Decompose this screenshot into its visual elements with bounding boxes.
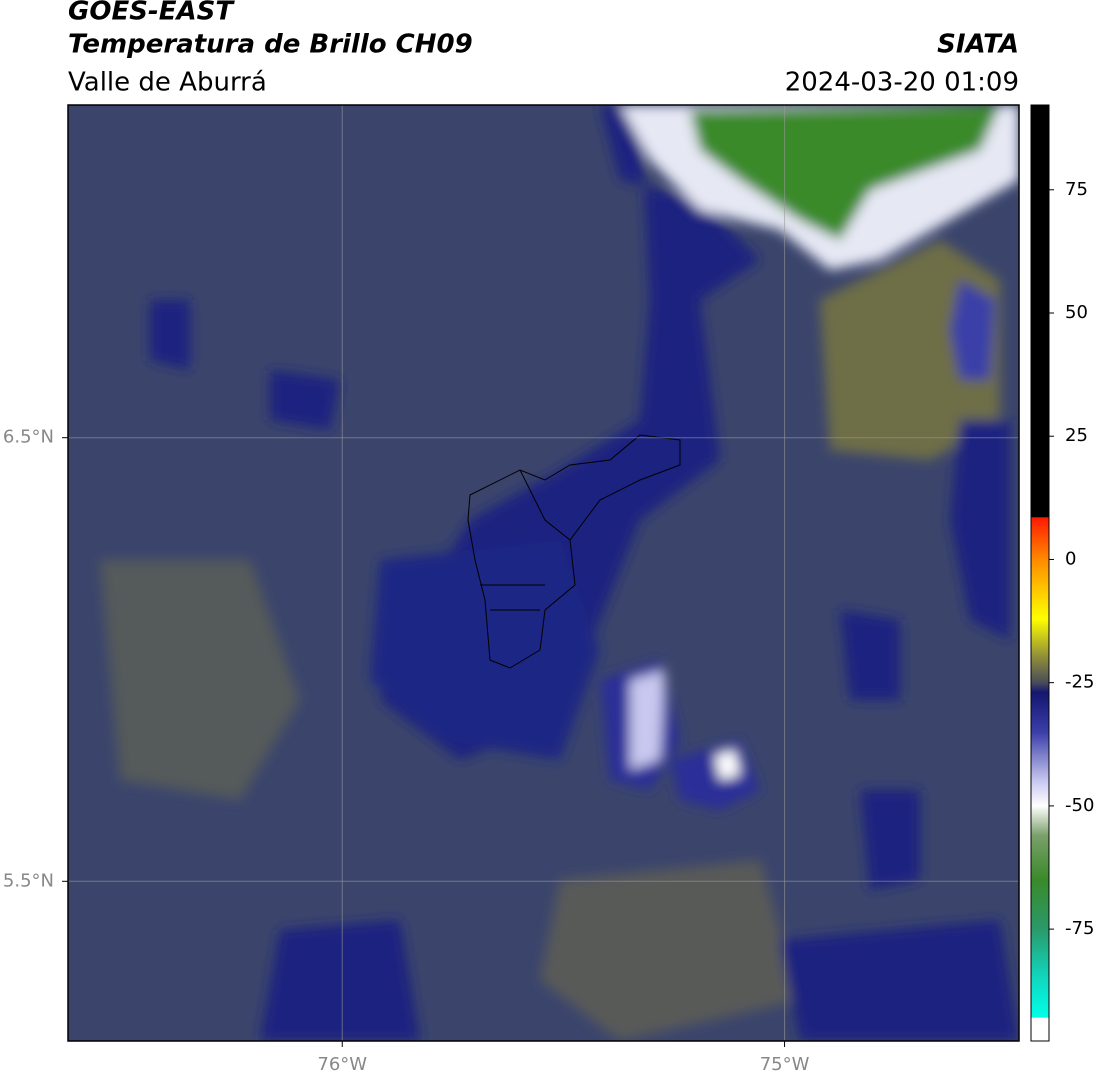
x-tick-label: 75°W xyxy=(760,1054,810,1075)
colorbar-tick-label: -75 xyxy=(1065,918,1094,939)
colorbar xyxy=(1030,104,1050,1042)
datetime: 2024-03-20 01:09 xyxy=(785,68,1019,98)
source: SIATA xyxy=(937,30,1019,60)
municipal-boundaries xyxy=(467,434,681,669)
colorbar-tick-label: 75 xyxy=(1065,179,1088,200)
title: GOES-EAST xyxy=(68,0,235,27)
colorbar-tick-label: 0 xyxy=(1065,548,1076,569)
map-imagery xyxy=(68,105,1019,1041)
colorbar-tick-label: -25 xyxy=(1065,672,1094,693)
region: Valle de Aburrá xyxy=(68,68,267,98)
subtitle: Temperatura de Brillo CH09 xyxy=(68,30,473,60)
colorbar-tick-label: 50 xyxy=(1065,302,1088,323)
map-frame xyxy=(67,104,1020,1042)
colorbar-tick-label: -50 xyxy=(1065,795,1094,816)
colorbar-tick-label: 25 xyxy=(1065,425,1088,446)
x-tick-label: 76°W xyxy=(317,1054,367,1075)
y-tick-label: 6.5°N xyxy=(3,427,54,448)
y-tick-label: 5.5°N xyxy=(3,870,54,891)
